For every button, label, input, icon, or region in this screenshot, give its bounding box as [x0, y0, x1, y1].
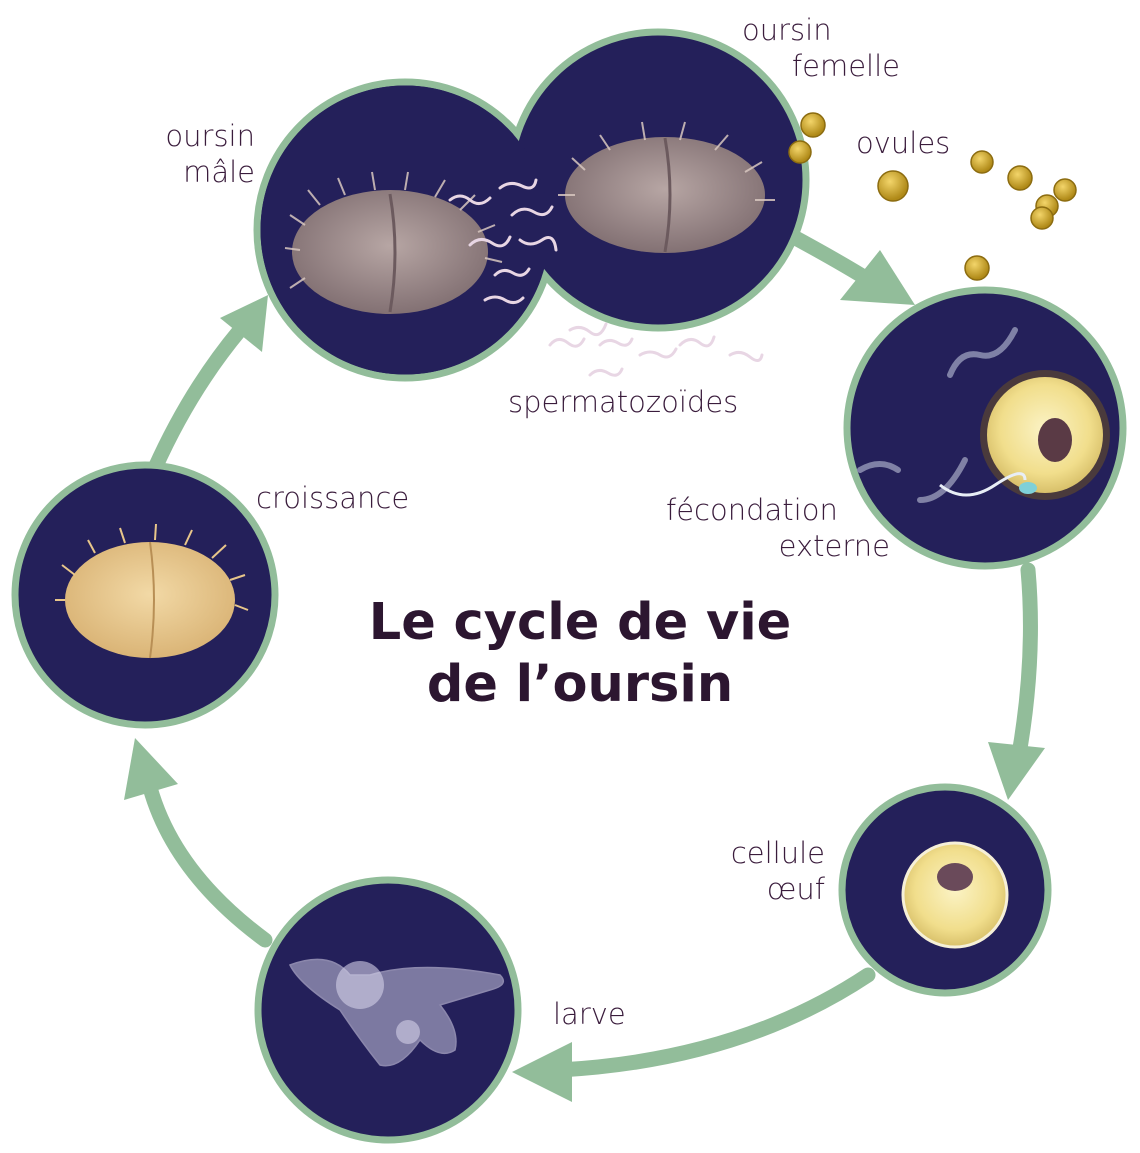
larva-label: larve [553, 997, 626, 1031]
male-urchin [284, 171, 503, 314]
growth-label: croissance [256, 481, 410, 515]
arrow-growth-to-adult [147, 322, 248, 476]
female-urchin [558, 121, 775, 253]
arrow-spawning-to-fertilization [782, 227, 880, 290]
arrow-egg-to-larva [552, 967, 876, 1078]
female-label-line1: oursin [742, 13, 832, 47]
male-label-line2: mâle [183, 155, 255, 189]
arrow-heads [124, 250, 1045, 1102]
egg-cell-label: cellule œuf [700, 835, 825, 907]
larva-circle [254, 876, 522, 1144]
egg-cell-label-line1: cellule [730, 836, 825, 870]
arrowhead-4 [124, 738, 178, 800]
arrowhead-2 [988, 742, 1045, 800]
sperm-cells [448, 178, 764, 377]
title-line2: de l’oursin [426, 655, 734, 714]
ovules-label: ovules [856, 126, 951, 160]
growth-circle [11, 461, 279, 729]
diagram-title: Le cycle de vie de l’oursin [300, 592, 860, 716]
fertilization-label-line1: fécondation [666, 493, 838, 527]
arrowhead-1 [840, 250, 915, 305]
arrowhead-5 [220, 295, 268, 352]
fertilization-label-line2: externe [778, 529, 890, 563]
sperm-label: spermatozoïdes [508, 385, 739, 419]
fertilization-circle [843, 286, 1127, 570]
male-label-line1: oursin [165, 119, 255, 153]
egg-cell-label-line2: œuf [766, 872, 825, 906]
female-label-line2: femelle [791, 49, 900, 83]
fertilization-label: fécondation externe [640, 492, 890, 564]
title-line1: Le cycle de vie [368, 593, 792, 652]
female-urchin-label: oursin femelle [740, 12, 900, 84]
arrowhead-3 [512, 1042, 572, 1102]
ovules-cluster [788, 112, 1077, 281]
male-urchin-label: oursin mâle [140, 118, 255, 190]
arrow-fertilization-to-egg [1010, 562, 1038, 768]
arrow-larva-to-growth [140, 772, 273, 948]
egg-cell-circle [838, 783, 1052, 997]
